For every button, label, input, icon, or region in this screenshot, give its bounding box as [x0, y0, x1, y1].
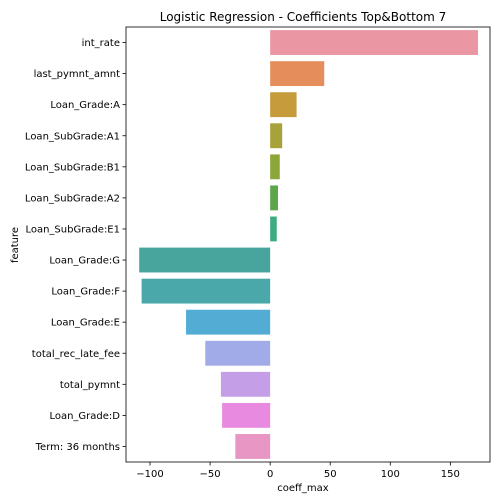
bar-total-rec-late-fee	[205, 340, 271, 366]
y-tick-label: Loan_SubGrade:A1	[25, 131, 120, 142]
y-tick-label: total_rec_late_fee	[32, 349, 120, 360]
y-tick-label: int_rate	[82, 38, 120, 49]
bars-group	[139, 30, 478, 459]
bar-loan-subgrade-a1	[270, 123, 283, 149]
bar-int-rate	[270, 30, 478, 55]
bar-loan-grade-f	[141, 278, 271, 304]
y-tick-label: Loan_SubGrade:B1	[25, 162, 120, 173]
bar-loan-subgrade-a2	[270, 185, 278, 211]
bar-loan-subgrade-e1	[270, 216, 277, 242]
y-tick-label: Loan_Grade:A	[50, 100, 120, 111]
y-axis-label: feature	[10, 227, 21, 263]
x-tick-label: −100	[136, 469, 163, 480]
bar-loan-subgrade-b1	[270, 154, 280, 180]
bar-loan-grade-e	[186, 309, 271, 335]
bar-loan-grade-a	[270, 92, 297, 118]
x-tick-label: −50	[200, 469, 221, 480]
y-tick-label: Loan_Grade:G	[49, 256, 120, 267]
x-tick-label: 100	[381, 469, 400, 480]
y-tick-label: Term: 36 months	[35, 442, 120, 453]
y-tick-label: Loan_SubGrade:A2	[25, 193, 120, 204]
y-tick-label: Loan_Grade:D	[49, 411, 120, 422]
y-tick-label: Loan_Grade:F	[51, 287, 120, 298]
bar-loan-grade-d	[222, 402, 271, 428]
y-tick-label: total_pymnt	[60, 380, 120, 391]
y-tick-label: Loan_Grade:E	[51, 318, 120, 329]
y-axis-ticks: int_rate last_pymnt_amnt Loan_Grade:A Loan_…	[25, 38, 126, 453]
plot-frame	[125, 26, 491, 463]
bar-term-36-months	[235, 434, 271, 459]
x-tick-label: 150	[441, 469, 460, 480]
x-tick-label: 50	[324, 469, 337, 480]
y-tick-label: Loan_SubGrade:E1	[25, 224, 120, 235]
x-axis-label: coeff_max	[277, 483, 329, 494]
y-tick-label: last_pymnt_amnt	[34, 69, 121, 80]
x-axis-ticks: −100 −50 0 50 100 150	[136, 462, 460, 480]
x-tick-label: 0	[267, 469, 273, 480]
bar-last-pymnt-amnt	[270, 61, 325, 87]
bar-total-pymnt	[220, 371, 271, 397]
chart-title: Logistic Regression - Coefficients Top&B…	[160, 10, 447, 24]
bar-loan-grade-g	[139, 247, 271, 273]
